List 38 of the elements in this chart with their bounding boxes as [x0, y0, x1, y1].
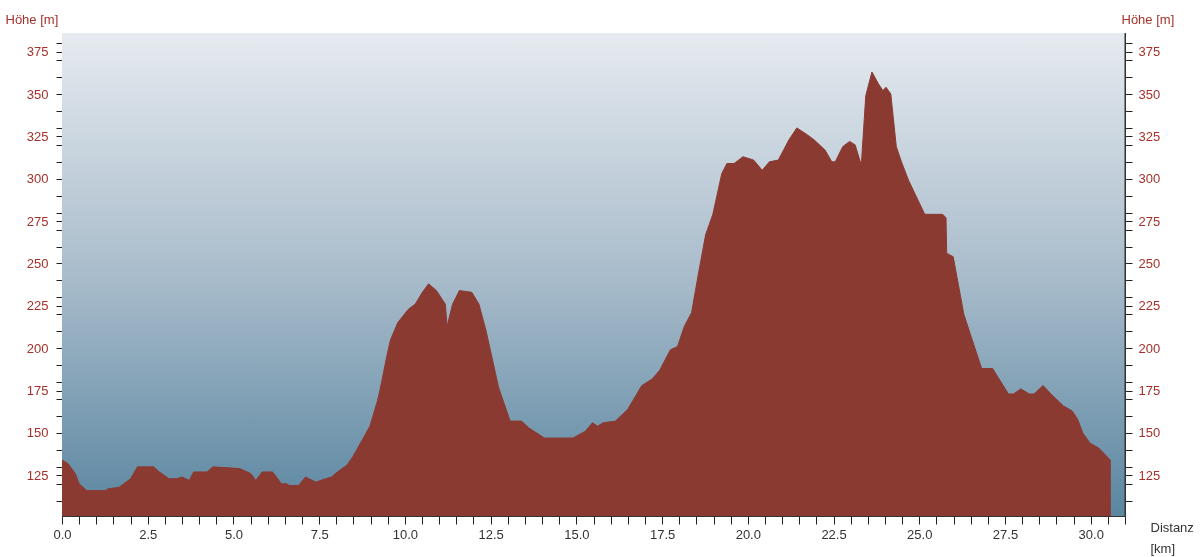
x-tick-label: 22.5	[821, 526, 847, 542]
y-tick-label: 300	[26, 171, 49, 187]
y-axis-title: Höhe [m]	[5, 11, 59, 27]
y2-axis-title: Höhe [m]	[1121, 11, 1175, 27]
y-tick-label: 150	[26, 425, 49, 441]
y2-tick-label: 350	[1138, 86, 1161, 102]
y-tick-label: 225	[26, 298, 49, 314]
x-tick-label: 27.5	[992, 526, 1019, 542]
y2-tick-label: 275	[1138, 213, 1161, 229]
y2-tick-label: 150	[1138, 425, 1161, 441]
x-tick-label: 0.0	[53, 526, 72, 542]
y-tick-label: 200	[26, 340, 49, 356]
y-tick-label: 175	[26, 383, 49, 399]
x-tick-label: 30.0	[1078, 526, 1104, 542]
x-tick-label: 20.0	[735, 526, 761, 542]
y2-tick-label: 250	[1138, 255, 1161, 271]
x-tick-label: 12.5	[478, 526, 504, 542]
y2-tick-label: 300	[1138, 171, 1161, 187]
y2-tick-label: 225	[1138, 298, 1161, 314]
x-tick-label: 7.5	[310, 526, 329, 542]
y-tick-label: 250	[26, 255, 49, 271]
y2-tick-label: 175	[1138, 383, 1161, 399]
x-axis-title: Distanz [km]	[1150, 519, 1194, 556]
y-tick-label: 350	[26, 86, 49, 102]
x-tick-label: 5.0	[224, 526, 243, 542]
y-tick-label: 275	[26, 213, 49, 229]
x-tick-label: 25.0	[907, 526, 933, 542]
x-tick-label: 17.5	[649, 526, 676, 542]
y2-tick-label: 325	[1138, 128, 1161, 144]
y-tick-label: 375	[26, 44, 49, 60]
y-tick-label: 325	[26, 128, 49, 144]
y2-tick-label: 375	[1138, 44, 1161, 60]
x-tick-label: 2.5	[139, 526, 158, 542]
y2-tick-label: 125	[1138, 467, 1161, 483]
y2-tick-label: 200	[1138, 340, 1161, 356]
x-tick-label: 15.0	[564, 526, 590, 542]
x-tick-label: 10.0	[392, 526, 419, 542]
y-tick-label: 125	[26, 467, 49, 483]
